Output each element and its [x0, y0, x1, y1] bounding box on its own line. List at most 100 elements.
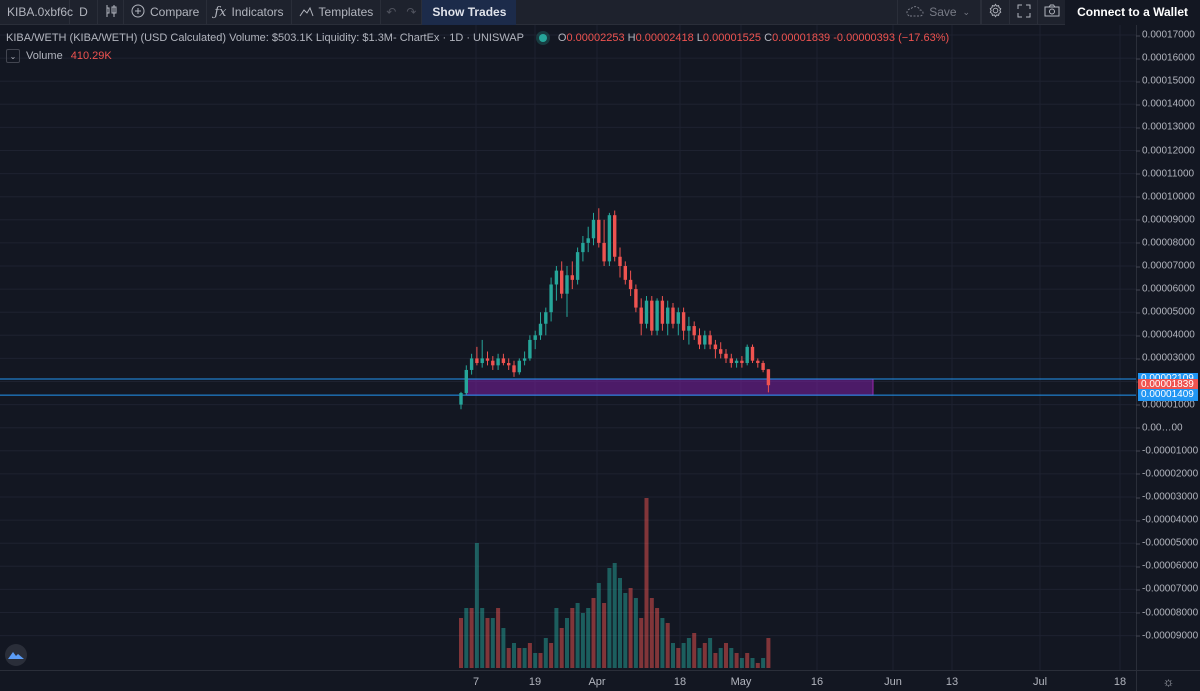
candle-body — [591, 219, 596, 239]
volume-bar — [522, 648, 527, 668]
price-tick-label: 0.00008000 — [1136, 237, 1200, 248]
gear-icon — [988, 3, 1003, 21]
redo-button[interactable]: ↷ — [401, 0, 423, 25]
screenshot-button[interactable] — [1037, 0, 1065, 25]
legend-main: KIBA/WETH (KIBA/WETH) (USD Calculated) V… — [6, 32, 949, 44]
candle-body — [703, 335, 707, 345]
candle-body — [650, 300, 654, 331]
undo-button[interactable]: ↶ — [381, 0, 401, 25]
volume-bar — [761, 658, 766, 668]
interval-button[interactable]: D — [70, 0, 98, 25]
price-tick-label: -0.00002000 — [1136, 468, 1200, 479]
candle-body — [676, 312, 680, 324]
volume-bar — [766, 638, 771, 668]
candle-body — [480, 358, 484, 364]
close-label: C — [764, 32, 773, 44]
candle-body — [554, 270, 559, 285]
save-label: Save — [929, 5, 957, 19]
price-tick-label: 0.00013000 — [1136, 122, 1200, 133]
candle-body — [644, 300, 649, 324]
volume-bar — [649, 598, 654, 668]
volume-bar — [734, 653, 739, 668]
fullscreen-button[interactable] — [1009, 0, 1037, 25]
candle-body — [549, 284, 553, 313]
candle-body — [560, 270, 564, 294]
candle-body — [607, 215, 612, 262]
time-scale[interactable]: 7 19 Apr 18 May 16 Jun 13 Jul 18 — [0, 670, 1136, 691]
volume-bar — [512, 643, 516, 668]
volume-bar — [517, 648, 522, 668]
candle-body — [602, 242, 606, 262]
candle-body — [575, 252, 580, 280]
chevron-down-icon: ⌄ — [962, 6, 971, 17]
candle-body — [623, 266, 627, 280]
volume-bar — [533, 653, 538, 668]
price-tick-label: -0.00009000 — [1136, 630, 1200, 641]
redo-icon: ↷ — [406, 5, 417, 19]
volume-bar — [485, 618, 490, 668]
high-value: 0.00002418 — [635, 32, 694, 44]
time-tick-label: May — [730, 676, 752, 688]
volume-bar — [708, 638, 713, 668]
volume-bar — [702, 643, 707, 668]
candle-body — [766, 369, 771, 386]
indicators-button[interactable]: ƒx Indicators — [207, 0, 292, 25]
candle-body — [761, 363, 765, 370]
volume-bar — [543, 638, 548, 668]
volume-bar — [644, 498, 649, 668]
time-tick-label: Jun — [884, 676, 902, 688]
collapse-chevron-icon[interactable]: ⌄ — [6, 49, 20, 63]
volume-bar — [623, 593, 628, 668]
volume-bar — [655, 608, 660, 668]
price-tick-label: 0.00016000 — [1136, 53, 1200, 64]
legend-volume: ⌄ Volume 410.29K — [6, 49, 112, 63]
price-tick-label: 0.00007000 — [1136, 261, 1200, 272]
candle-body — [528, 339, 532, 359]
candle-body — [597, 219, 601, 243]
templates-button[interactable]: Templates — [292, 0, 382, 25]
save-button[interactable]: Save ⌄ — [897, 0, 982, 25]
candle-body — [655, 300, 659, 331]
volume-bar — [639, 618, 644, 668]
chart-type-button[interactable] — [98, 0, 124, 25]
time-tick-label: Jul — [1032, 676, 1048, 688]
candle-body — [544, 312, 548, 324]
volume-bar — [681, 643, 686, 668]
volume-bar — [618, 578, 622, 668]
volume-bar — [596, 583, 601, 668]
high-label: H — [627, 32, 636, 44]
volume-bar — [591, 598, 596, 668]
sun-icon: ☼ — [1162, 673, 1175, 689]
scale-settings-button[interactable]: ☼ — [1136, 670, 1200, 691]
price-tick-label: 0.00005000 — [1136, 307, 1200, 318]
volume-bar — [713, 653, 718, 668]
price-scale[interactable]: 0.00017000 0.00016000 0.00015000 0.00014000… — [1136, 25, 1200, 670]
volume-bar — [729, 648, 734, 668]
chart-canvas[interactable] — [0, 25, 1136, 670]
candle-body — [708, 335, 712, 345]
price-tick-label: -0.00005000 — [1136, 538, 1200, 549]
candle-body — [565, 275, 569, 294]
settings-button[interactable] — [981, 0, 1009, 25]
time-tick-label: 7 — [472, 676, 480, 688]
candle-body — [501, 358, 506, 364]
price-tick-label: 0.00014000 — [1136, 99, 1200, 110]
candle-body — [618, 256, 622, 266]
connect-wallet-button[interactable]: Connect to a Wallet — [1065, 0, 1200, 25]
compare-button[interactable]: Compare — [124, 0, 208, 25]
compare-label: Compare — [150, 5, 200, 19]
tradingview-logo[interactable] — [5, 644, 27, 666]
mountain-icon — [8, 652, 24, 659]
show-trades-button[interactable]: Show Trades — [422, 0, 517, 25]
indicators-label: Indicators — [231, 5, 284, 19]
price-tick-label: -0.00004000 — [1136, 515, 1200, 526]
candles-icon — [104, 4, 118, 20]
candle-body — [719, 349, 723, 354]
volume-value: 410.29K — [70, 50, 112, 62]
volume-bar — [459, 618, 463, 668]
price-tick-label: 0.00010000 — [1136, 191, 1200, 202]
candle-body — [570, 275, 574, 280]
candle-body — [666, 307, 670, 324]
symbol-search[interactable]: KIBA.0xbf6c — [0, 0, 73, 25]
price-tick-label: 0.00…00 — [1136, 422, 1200, 433]
